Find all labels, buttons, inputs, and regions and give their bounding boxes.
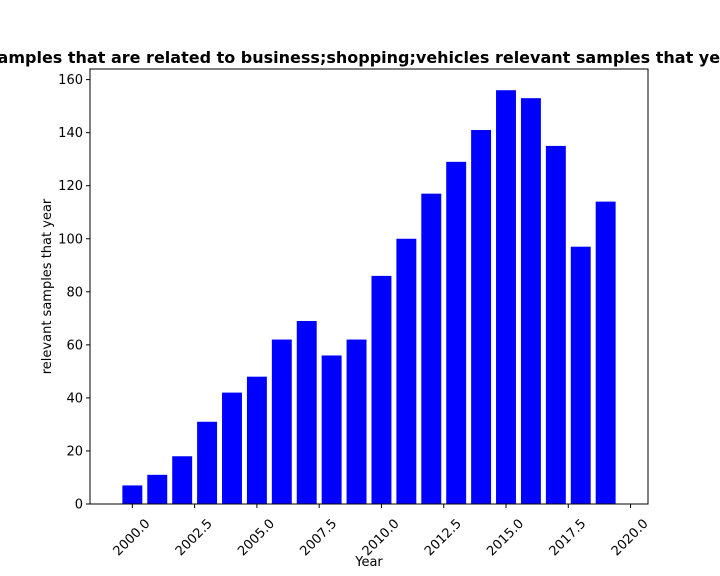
bar-2009 xyxy=(346,339,367,504)
bar-2008 xyxy=(321,355,342,504)
bar-2014 xyxy=(471,130,492,504)
bar-2010 xyxy=(371,275,392,504)
bar-2006 xyxy=(271,339,292,504)
y-tick-label: 40 xyxy=(66,391,83,406)
bar-2012 xyxy=(421,193,442,504)
bar-2015 xyxy=(496,90,516,504)
y-axis-label: relevant samples that year xyxy=(40,198,55,374)
y-tick-label: 100 xyxy=(58,232,83,247)
bar-2018 xyxy=(570,246,591,504)
x-axis-ticks: 2000.0 2002.5 2005.0 2007.5 2010.0 2012.5 2015… xyxy=(111,504,652,559)
bars-group xyxy=(122,90,616,505)
bar-2013 xyxy=(446,161,467,504)
bar-2005 xyxy=(246,376,267,504)
x-tick-label: 2020.0 xyxy=(609,516,652,559)
bar-2007 xyxy=(296,320,317,504)
y-tick-label: 0 xyxy=(75,498,83,513)
bar-2019 xyxy=(595,201,616,504)
y-tick-label: 80 xyxy=(66,285,83,300)
bar-2000 xyxy=(122,485,143,504)
y-tick-label: 20 xyxy=(66,444,83,459)
y-axis-ticks: 0 20 40 60 80 100 120 140 160 xyxy=(58,73,90,513)
bar-2017 xyxy=(545,145,566,505)
chart-title: Number of samples that are related to bu… xyxy=(0,48,720,67)
bar-2002 xyxy=(172,456,193,504)
bar-2011 xyxy=(396,238,417,504)
y-tick-label: 160 xyxy=(58,73,83,88)
x-tick-label: 2002.5 xyxy=(173,516,216,559)
x-axis-label: Year xyxy=(354,555,383,570)
x-tick-label: 2015.0 xyxy=(484,516,527,559)
bar-2001 xyxy=(147,474,168,504)
y-tick-label: 60 xyxy=(66,338,83,353)
plot-area-frame xyxy=(89,68,649,505)
bar-2004 xyxy=(222,392,242,504)
x-tick-label: 2000.0 xyxy=(111,516,154,559)
x-tick-label: 2010.0 xyxy=(360,516,403,559)
bar-2003 xyxy=(197,421,218,504)
x-tick-label: 2005.0 xyxy=(235,516,278,559)
x-tick-label: 2007.5 xyxy=(297,516,340,559)
x-tick-label: 2017.5 xyxy=(547,516,590,559)
x-tick-label: 2012.5 xyxy=(422,516,465,559)
bar-2016 xyxy=(520,98,541,505)
y-tick-label: 120 xyxy=(58,179,83,194)
y-tick-label: 140 xyxy=(58,126,83,141)
